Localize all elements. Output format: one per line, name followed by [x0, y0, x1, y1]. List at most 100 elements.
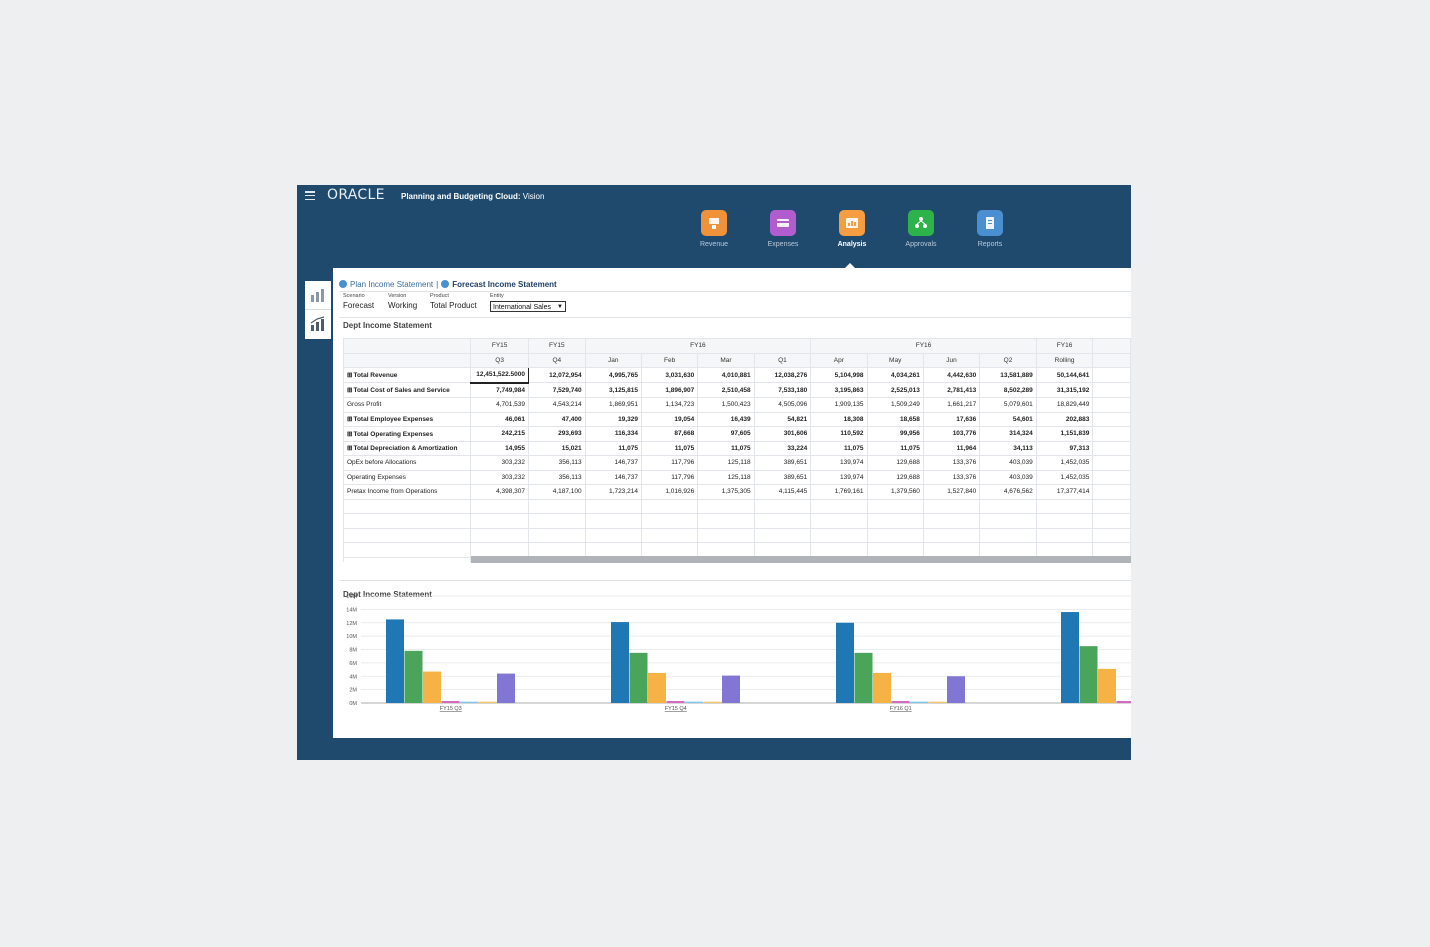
data-cell[interactable]: 133,376 — [922, 455, 981, 471]
data-cell[interactable]: 13,581,889 — [979, 367, 1037, 383]
data-cell[interactable]: 1,452,035 — [1035, 469, 1094, 485]
data-cell[interactable]: 7,533,180 — [753, 382, 812, 398]
row-header[interactable]: ⊞Total Depreciation & Amortization — [343, 440, 472, 456]
data-cell[interactable]: 1,016,926 — [640, 484, 699, 500]
data-cell[interactable]: 2,525,013 — [866, 382, 924, 398]
period-header[interactable]: May — [866, 352, 924, 368]
row-header[interactable]: ⊞Total Cost of Sales and Service — [343, 382, 472, 398]
data-cell[interactable]: 19,054 — [640, 411, 699, 427]
data-cell[interactable]: 11,075 — [810, 440, 868, 456]
data-cell[interactable]: 16,439 — [697, 411, 755, 427]
data-cell[interactable]: 1,151,839 — [1035, 426, 1094, 442]
data-cell[interactable]: 389,651 — [753, 469, 812, 485]
horizontal-scrollbar[interactable] — [471, 556, 1131, 563]
data-cell[interactable]: 1,661,217 — [922, 397, 981, 413]
row-header[interactable]: OpEx before Allocations — [343, 455, 472, 471]
data-cell[interactable]: 46,061 — [470, 411, 530, 427]
data-cell[interactable]: 1,452,035 — [1035, 455, 1094, 471]
data-cell[interactable]: 3,125,815 — [584, 382, 642, 398]
data-cell[interactable]: 4,676,562 — [979, 484, 1037, 500]
data-cell[interactable]: 8,502,289 — [979, 382, 1037, 398]
data-cell[interactable]: 303,232 — [470, 469, 530, 485]
data-cell[interactable]: 4,187,100 — [528, 484, 586, 500]
data-cell[interactable]: 139,974 — [810, 455, 868, 471]
data-cell[interactable]: 356,113 — [528, 455, 586, 471]
data-cell[interactable]: 50,144,641 — [1035, 367, 1094, 383]
breadcrumb-plan-income[interactable]: Plan Income Statement — [350, 280, 434, 289]
period-header[interactable]: Mar — [697, 352, 755, 368]
data-cell[interactable]: 17,636 — [922, 411, 981, 427]
data-cell[interactable]: 12,072,954 — [528, 367, 586, 383]
data-cell[interactable]: 403,039 — [979, 455, 1037, 471]
data-cell[interactable]: 129,688 — [866, 455, 924, 471]
period-header[interactable]: Q1 — [753, 352, 812, 368]
period-header[interactable]: Q3 — [470, 352, 530, 368]
data-cell[interactable]: 4,034,261 — [866, 367, 924, 383]
data-cell[interactable]: 1,379,560 — [866, 484, 924, 500]
expand-icon[interactable]: ⊞ — [347, 430, 353, 438]
data-cell[interactable]: 4,010,881 — [697, 367, 755, 383]
data-cell[interactable]: 11,075 — [697, 440, 755, 456]
data-cell[interactable]: 99,956 — [866, 426, 924, 442]
data-cell[interactable]: 125,118 — [697, 469, 755, 485]
row-header[interactable]: ⊞Total Operating Expenses — [343, 426, 472, 442]
data-cell[interactable]: 54,601 — [979, 411, 1037, 427]
row-header[interactable]: Pretax Income from Operations — [343, 484, 472, 500]
data-cell[interactable]: 293,693 — [528, 426, 586, 442]
data-cell[interactable]: 33,224 — [753, 440, 812, 456]
period-header[interactable]: Jun — [922, 352, 981, 368]
data-cell[interactable]: 389,651 — [753, 455, 812, 471]
data-cell[interactable]: 146,737 — [584, 469, 642, 485]
data-cell[interactable]: 356,113 — [528, 469, 586, 485]
row-header[interactable]: ⊞Total Revenue — [343, 367, 472, 383]
period-header[interactable]: Q4 — [528, 352, 586, 368]
data-cell[interactable]: 146,737 — [584, 455, 642, 471]
data-cell[interactable]: 1,134,723 — [640, 397, 699, 413]
data-cell[interactable]: 129,688 — [866, 469, 924, 485]
row-header[interactable]: Gross Profit — [343, 397, 472, 413]
data-cell[interactable]: 97,605 — [697, 426, 755, 442]
row-header[interactable]: Operating Expenses — [343, 469, 472, 485]
data-cell[interactable]: 117,796 — [640, 455, 699, 471]
data-cell[interactable]: 110,592 — [810, 426, 868, 442]
data-cell[interactable]: 1,375,305 — [697, 484, 755, 500]
data-cell[interactable]: 1,896,907 — [640, 382, 699, 398]
data-cell[interactable]: 4,398,307 — [470, 484, 530, 500]
data-cell[interactable]: 2,781,413 — [922, 382, 981, 398]
nav-expenses[interactable]: Expenses — [755, 210, 811, 248]
data-cell[interactable]: 301,606 — [753, 426, 812, 442]
period-header[interactable]: Apr — [810, 352, 868, 368]
data-cell[interactable]: 11,075 — [866, 440, 924, 456]
nav-analysis[interactable]: Analysis — [824, 210, 880, 248]
data-cell[interactable]: 403,039 — [979, 469, 1037, 485]
data-cell[interactable]: 1,723,214 — [584, 484, 642, 500]
expand-icon[interactable]: ⊞ — [347, 387, 353, 394]
period-header[interactable]: Q2 — [979, 352, 1037, 368]
data-cell[interactable]: 133,376 — [922, 469, 981, 485]
entity-dropdown[interactable]: International Sales ▼ — [490, 301, 566, 312]
data-cell[interactable]: 2,510,458 — [697, 382, 755, 398]
data-cell[interactable]: 17,377,414 — [1035, 484, 1094, 500]
data-cell[interactable]: 4,995,765 — [584, 367, 642, 383]
data-cell[interactable]: 97,313 — [1035, 440, 1094, 456]
nav-reports[interactable]: Reports — [962, 210, 1018, 248]
data-cell[interactable]: 103,776 — [922, 426, 981, 442]
data-cell[interactable]: 5,079,601 — [979, 397, 1037, 413]
data-cell[interactable]: 7,749,984 — [470, 382, 530, 398]
data-cell[interactable]: 4,543,214 — [528, 397, 586, 413]
data-cell[interactable]: 314,324 — [979, 426, 1037, 442]
data-cell[interactable]: 18,658 — [866, 411, 924, 427]
data-cell[interactable]: 125,118 — [697, 455, 755, 471]
menu-icon[interactable] — [305, 191, 315, 201]
data-cell[interactable]: 3,031,630 — [640, 367, 699, 383]
data-cell[interactable]: 11,075 — [584, 440, 642, 456]
data-cell[interactable]: 31,315,192 — [1035, 382, 1094, 398]
data-cell[interactable]: 12,038,276 — [753, 367, 812, 383]
nav-revenue[interactable]: Revenue — [686, 210, 742, 248]
data-cell[interactable]: 3,195,863 — [810, 382, 868, 398]
data-cell[interactable]: 117,796 — [640, 469, 699, 485]
data-cell[interactable]: 1,500,423 — [697, 397, 755, 413]
analysis-view-icon[interactable] — [305, 310, 331, 338]
data-cell[interactable]: 4,701,539 — [470, 397, 530, 413]
data-cell[interactable]: 87,668 — [640, 426, 699, 442]
